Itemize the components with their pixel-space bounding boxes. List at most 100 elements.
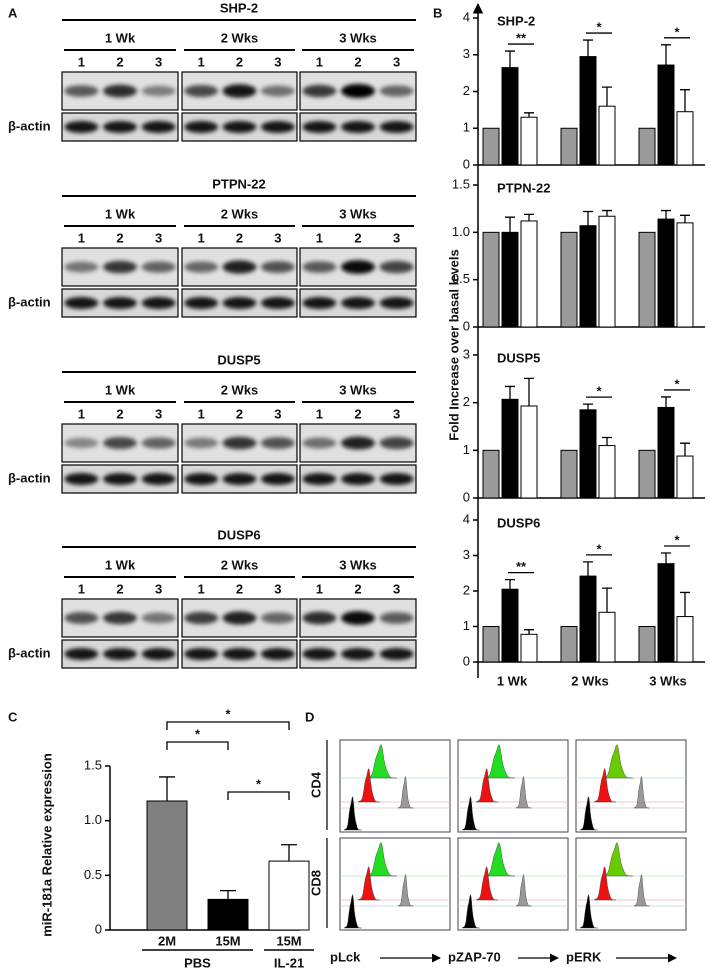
histogram [343, 795, 362, 831]
plot-box [339, 837, 451, 931]
band [260, 437, 295, 449]
lane-label: 2 [354, 54, 361, 69]
bar [598, 215, 616, 328]
group-label: 2 Wks [221, 382, 259, 397]
lane-label: 1 [198, 54, 205, 69]
histogram [461, 893, 480, 929]
band [260, 121, 295, 133]
bar [676, 455, 694, 499]
chart-title: PTPN-22 [497, 180, 550, 195]
histogram [593, 767, 616, 803]
blot-title: PTPN-22 [212, 176, 265, 191]
blot-title: DUSP5 [217, 352, 260, 367]
lane-label: 1 [198, 581, 205, 596]
error-bar [602, 86, 612, 107]
error-bar [680, 591, 690, 617]
histogram [483, 744, 515, 779]
band [141, 648, 176, 660]
histogram [357, 865, 380, 901]
lane-label: 1 [316, 581, 323, 596]
y-tick-label: 1.5 [84, 757, 102, 772]
chart-title: SHP-2 [497, 13, 535, 28]
error-bar [602, 587, 612, 613]
y-tick-label: 0.5 [452, 271, 470, 286]
bar [657, 218, 675, 328]
band [302, 261, 337, 273]
sig-label: * [596, 384, 602, 399]
histogram [475, 767, 498, 803]
error-bar [680, 442, 690, 457]
bar [560, 626, 578, 663]
group-label: PBS [184, 955, 211, 970]
y-tick-label: 0 [95, 921, 102, 936]
blot-title: DUSP6 [217, 527, 260, 542]
histogram [461, 795, 480, 831]
lane-label: 1 [78, 581, 85, 596]
y-tick-label: 1 [463, 120, 470, 135]
bar [676, 616, 694, 663]
lane-label: 3 [393, 581, 400, 596]
histogram [343, 893, 362, 929]
band [341, 84, 375, 98]
lane-label: 3 [393, 54, 400, 69]
band [64, 297, 99, 309]
error-bar [583, 403, 593, 410]
band [141, 297, 176, 309]
panel-label: C [8, 709, 18, 724]
x-tick-label: 15M [276, 933, 301, 948]
band [341, 611, 375, 625]
plot-box [457, 837, 569, 931]
error-bar [661, 44, 671, 66]
plot-box [575, 837, 687, 931]
y-axis-label: miR-181a Relative expression [39, 753, 54, 937]
group-label: 1 Wk [105, 382, 136, 397]
lane-label: 2 [354, 581, 361, 596]
band [103, 260, 137, 274]
error-bar [661, 396, 671, 408]
lane-label: 2 [236, 54, 243, 69]
chart-title: DUSP6 [497, 515, 540, 530]
lane-label: 1 [316, 230, 323, 245]
bar [207, 898, 249, 931]
y-tick-label: 3 [463, 547, 470, 562]
lane-label: 2 [354, 230, 361, 245]
bar [520, 220, 538, 328]
error-bar [220, 889, 236, 900]
error-bar [524, 112, 534, 118]
x-tick-label: 1 Wk [497, 673, 528, 688]
error-bar [680, 89, 690, 112]
band [64, 612, 99, 624]
y-tick-label: 0 [463, 653, 470, 668]
band [184, 297, 219, 309]
band [103, 84, 137, 98]
lane-label: 3 [274, 54, 281, 69]
sig-label: * [195, 726, 201, 741]
band [341, 260, 375, 274]
band [222, 611, 257, 625]
band [222, 473, 257, 485]
x-tick-label: 2M [158, 933, 176, 948]
band [379, 297, 414, 309]
bar [676, 222, 694, 328]
error-bar [583, 39, 593, 57]
lane-label: 2 [236, 230, 243, 245]
bar [638, 626, 656, 663]
lane-label: 3 [393, 230, 400, 245]
lane-label: 1 [198, 230, 205, 245]
histogram [633, 873, 650, 907]
y-tick-label: 3 [463, 46, 470, 61]
band [379, 85, 414, 97]
band [302, 648, 337, 660]
error-bar [661, 552, 671, 564]
sig-label: ** [516, 31, 527, 46]
histogram [579, 893, 598, 929]
band [141, 261, 176, 273]
column-label: pLck [330, 949, 361, 964]
error-bar [602, 209, 612, 217]
band [341, 473, 375, 485]
band [184, 648, 219, 660]
bar [520, 116, 538, 166]
histogram [397, 873, 414, 907]
x-tick-label: 3 Wks [649, 673, 687, 688]
row-label: CD8 [308, 870, 323, 896]
